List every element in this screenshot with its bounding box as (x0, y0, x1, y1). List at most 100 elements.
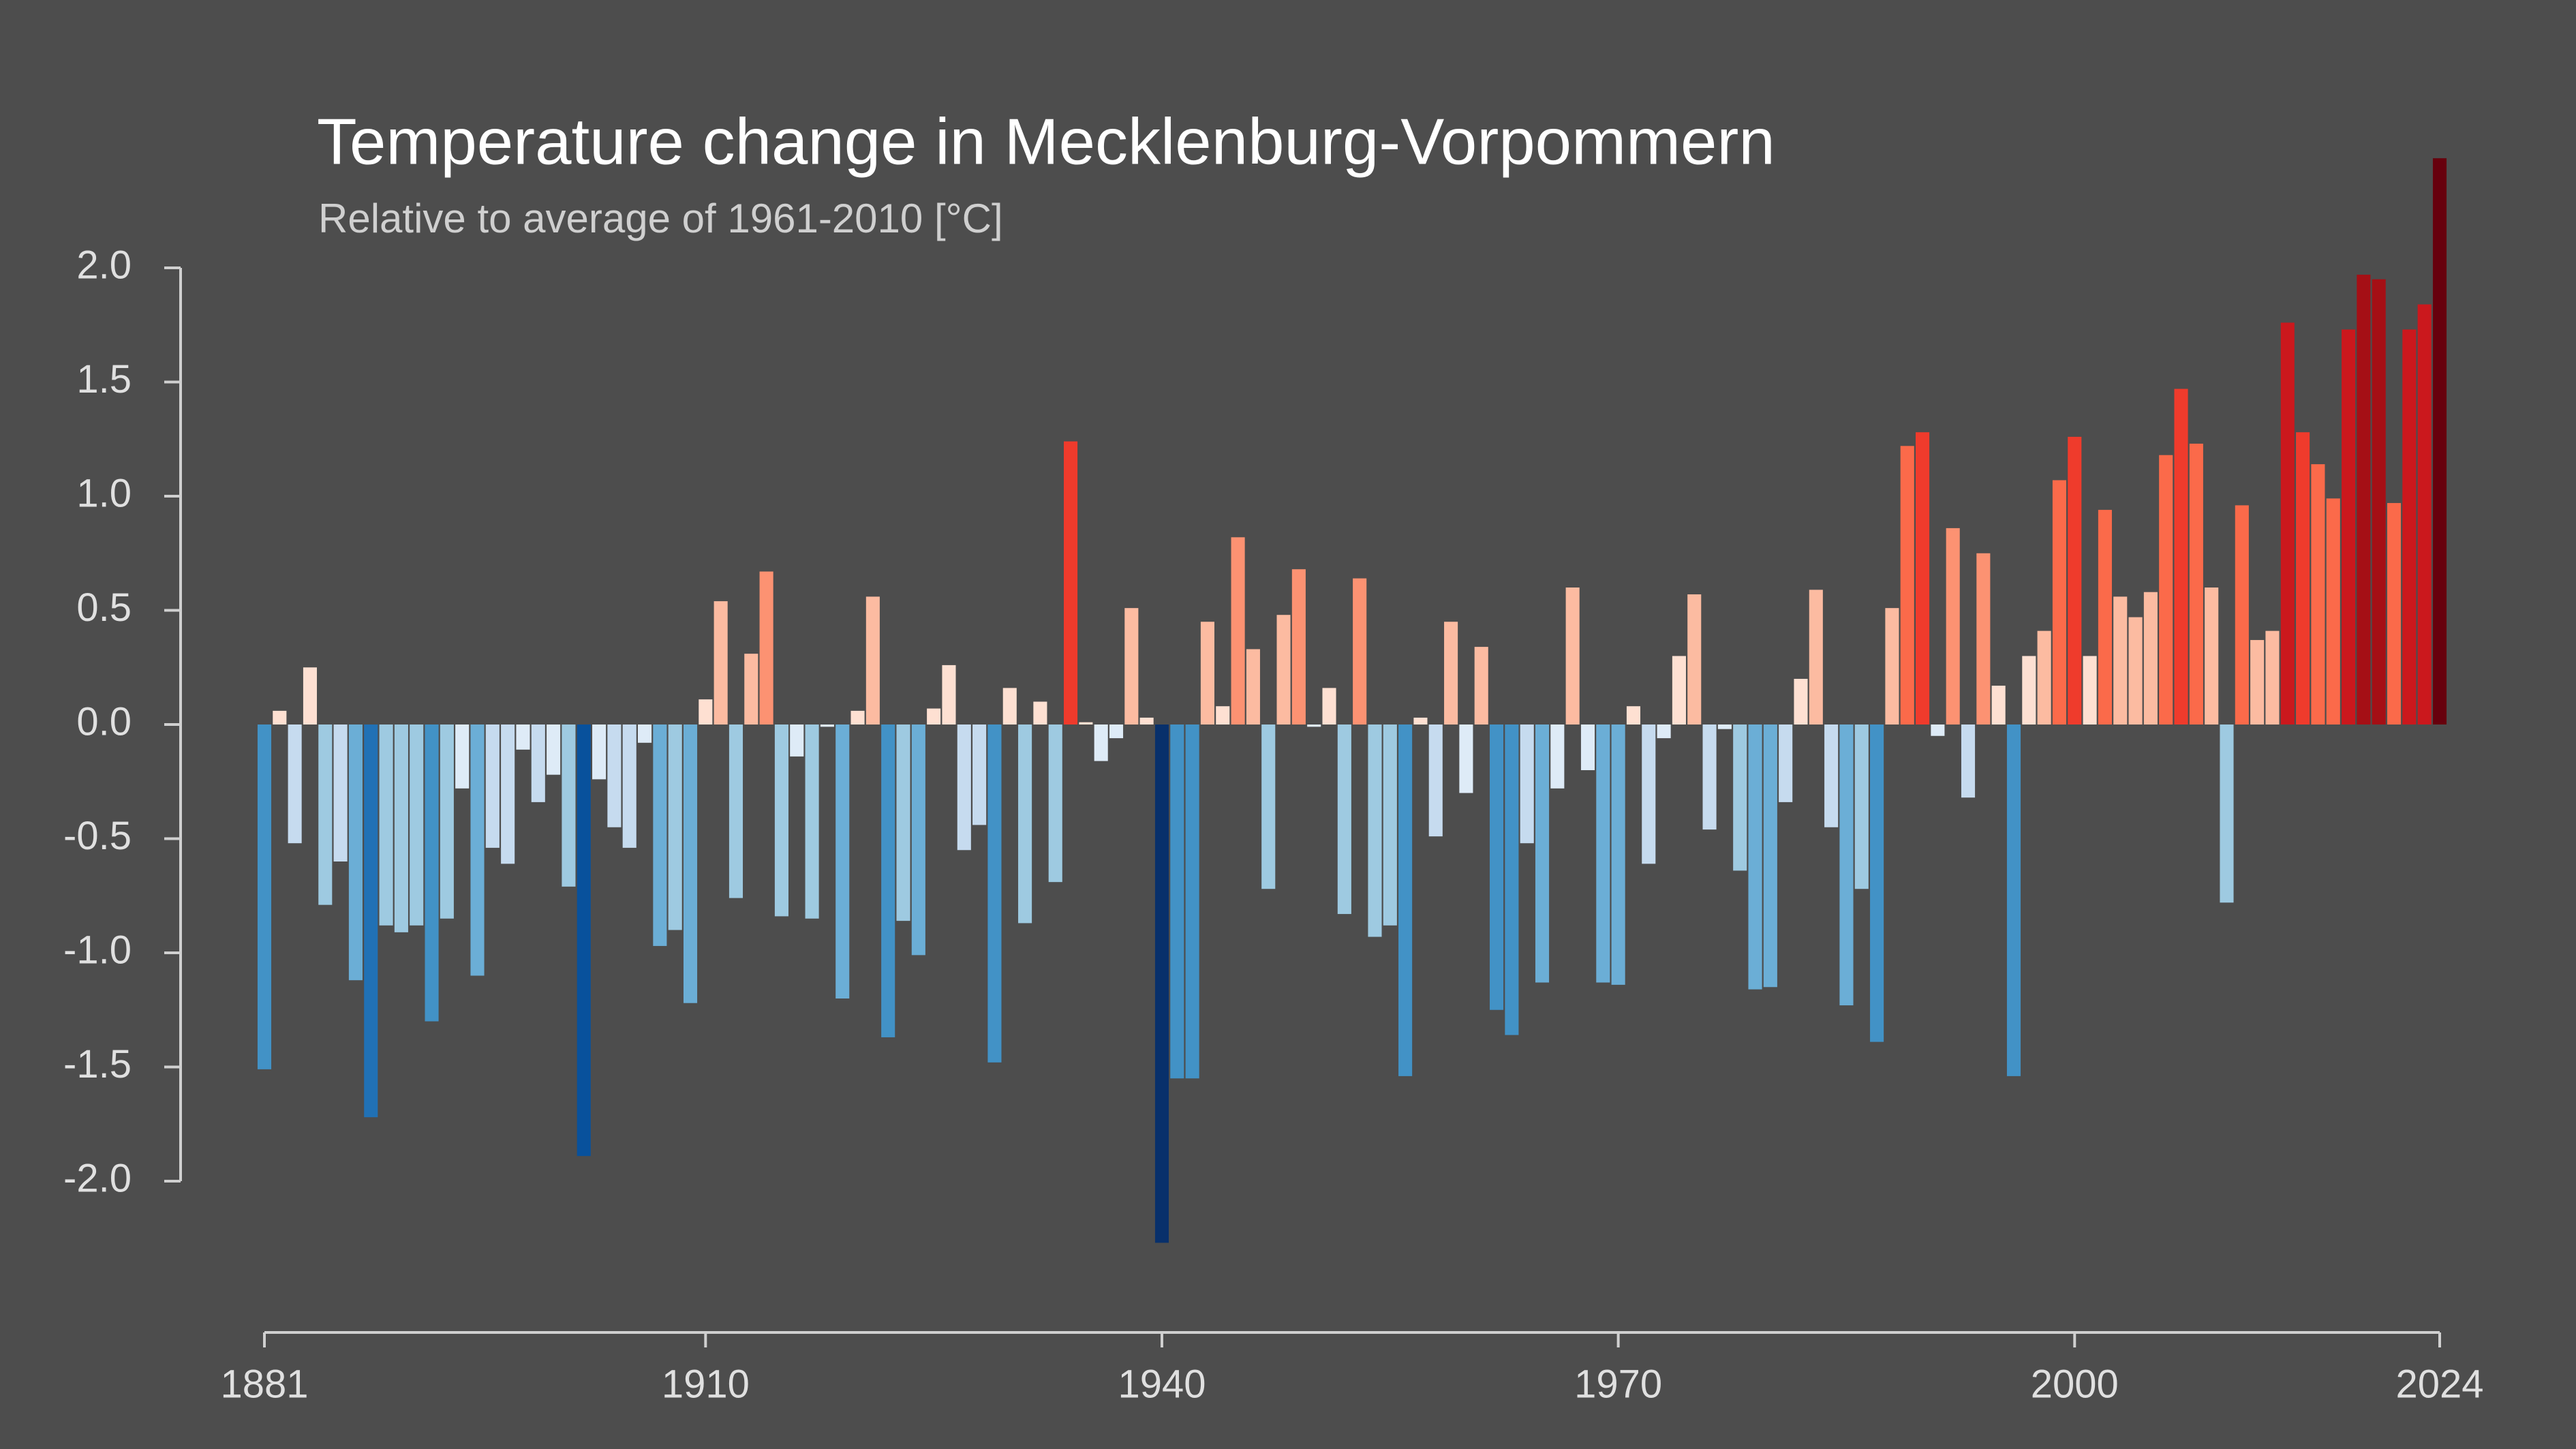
bar (2265, 630, 2280, 724)
bar (774, 724, 788, 917)
bar (2432, 158, 2447, 724)
bar (699, 699, 713, 724)
bar (1154, 724, 1169, 1243)
bar (1702, 724, 1717, 830)
bar (1231, 537, 1245, 724)
bar (364, 724, 378, 1118)
bar (1672, 656, 1686, 724)
bar (1459, 724, 1473, 793)
bar (333, 724, 348, 861)
bar (1428, 724, 1443, 837)
bar (2402, 329, 2417, 724)
bar (2250, 640, 2265, 724)
bar (805, 724, 819, 919)
bar (1717, 724, 1732, 729)
bar (1337, 724, 1351, 915)
bar (1413, 717, 1428, 724)
bar (1839, 724, 1854, 1006)
bar (1748, 724, 1762, 990)
bar (1642, 724, 1656, 864)
bar (1870, 724, 1884, 1042)
y-tick-label: 1.0 (76, 471, 132, 515)
bar (2280, 322, 2295, 724)
bar (440, 724, 454, 919)
bar (1809, 590, 1823, 724)
bar (2143, 592, 2158, 724)
bar (2417, 304, 2432, 725)
bar (1794, 679, 1808, 724)
bar (2098, 510, 2112, 724)
bar (1596, 724, 1610, 983)
bar (683, 724, 698, 1003)
bar (501, 724, 515, 864)
chart-title: Temperature change in Mecklenburg-Vorpom… (317, 105, 1775, 178)
bar (303, 667, 318, 724)
bar (1124, 608, 1139, 724)
bar (1048, 724, 1062, 883)
bar (1079, 722, 1093, 724)
bar (911, 724, 925, 956)
bar (2189, 443, 2203, 724)
bar (1900, 446, 1914, 724)
bar (1946, 528, 1960, 724)
bar (288, 724, 302, 844)
bar (1216, 706, 1230, 724)
x-tick-label: 1940 (1118, 1362, 1206, 1406)
bar (1657, 724, 1671, 739)
bar (850, 710, 865, 724)
bar (1854, 724, 1869, 889)
bar (820, 724, 834, 727)
bar (1505, 724, 1519, 1035)
bar (1961, 724, 1976, 798)
bar (987, 724, 1002, 1063)
bar (835, 724, 850, 998)
bar (1200, 622, 1214, 724)
bar (1444, 622, 1458, 724)
bar (2357, 275, 2371, 724)
bar (1916, 432, 1930, 724)
bar (394, 724, 408, 932)
bar (2174, 388, 2188, 724)
bar (1276, 615, 1291, 724)
bar (1611, 724, 1625, 985)
bar (2128, 617, 2143, 724)
bar (957, 724, 971, 851)
bar (379, 724, 393, 926)
y-tick-label: -1.0 (63, 928, 132, 972)
bar (1064, 441, 1078, 724)
bar (1139, 717, 1154, 724)
bar (1733, 724, 1747, 871)
y-tick-label: -0.5 (63, 814, 132, 858)
bar (865, 596, 880, 724)
bar (2342, 329, 2356, 724)
bar (1033, 701, 1047, 724)
bar (1779, 724, 1793, 802)
bar (744, 654, 758, 724)
bar (1398, 724, 1413, 1076)
bar (1565, 588, 1580, 724)
y-tick-label: 0.0 (76, 699, 132, 744)
bar (562, 724, 576, 887)
bar (1763, 724, 1777, 988)
bar (425, 724, 439, 1022)
bar (470, 724, 485, 976)
x-tick-label: 1910 (662, 1362, 750, 1406)
bar (1002, 688, 1017, 724)
bar (2235, 505, 2249, 724)
bar (1550, 724, 1565, 789)
bar (790, 724, 804, 757)
bar (1322, 688, 1336, 724)
bar (1626, 706, 1640, 724)
bar (2205, 588, 2219, 724)
bar (2159, 455, 2173, 724)
bar (318, 724, 333, 905)
bar (1991, 686, 2006, 724)
bar (896, 724, 910, 921)
y-tick-label: -2.0 (63, 1156, 132, 1200)
bar (1368, 724, 1382, 937)
bar (2068, 436, 2082, 724)
bar (622, 724, 637, 848)
bar (1687, 594, 1702, 724)
chart-subtitle: Relative to average of 1961-2010 [°C] (318, 196, 1003, 241)
x-tick-label: 1881 (220, 1362, 308, 1406)
